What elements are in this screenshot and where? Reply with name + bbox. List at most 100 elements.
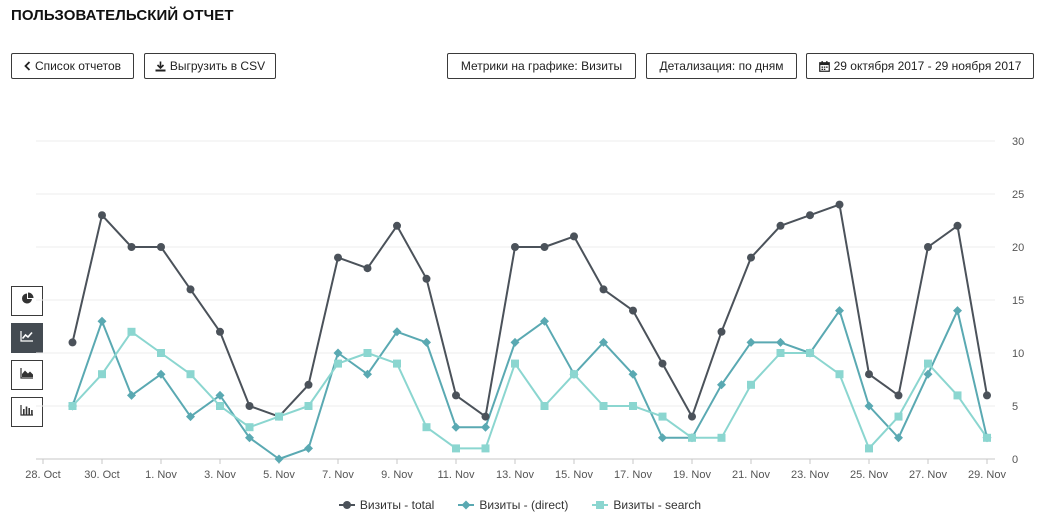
data-point bbox=[746, 337, 756, 347]
data-point bbox=[629, 306, 637, 315]
data-point bbox=[481, 412, 490, 421]
data-point bbox=[216, 402, 224, 410]
x-tick-label: 28. Oct bbox=[25, 469, 60, 481]
pie-chart-button[interactable] bbox=[11, 286, 43, 316]
data-point bbox=[953, 391, 962, 400]
data-point bbox=[540, 402, 549, 410]
series-line-3 bbox=[71, 330, 988, 450]
series-line-1 bbox=[71, 203, 988, 418]
data-point bbox=[393, 221, 401, 230]
data-point bbox=[304, 380, 313, 389]
data-point bbox=[599, 402, 608, 410]
x-tick-label: 27. Nov bbox=[909, 469, 947, 481]
data-point bbox=[481, 422, 490, 432]
data-point bbox=[776, 349, 785, 357]
data-point bbox=[363, 264, 372, 273]
data-point bbox=[510, 337, 520, 347]
x-tick-label: 25. Nov bbox=[850, 469, 888, 481]
data-point bbox=[924, 243, 932, 251]
data-point bbox=[894, 391, 903, 400]
calendar-icon bbox=[818, 60, 830, 72]
x-tick-label: 13. Nov bbox=[496, 469, 534, 481]
data-point bbox=[481, 444, 490, 453]
data-point bbox=[511, 359, 519, 368]
download-icon bbox=[155, 61, 166, 72]
x-tick-label: 15. Nov bbox=[555, 469, 593, 481]
data-point bbox=[186, 285, 195, 294]
area-chart-icon bbox=[20, 366, 34, 384]
data-point bbox=[245, 423, 254, 432]
data-point bbox=[333, 348, 343, 358]
data-point bbox=[186, 412, 195, 422]
data-point bbox=[157, 349, 165, 357]
data-point bbox=[216, 327, 224, 336]
export-csv-button[interactable]: Выгрузить в CSV bbox=[144, 53, 276, 79]
data-point bbox=[451, 422, 461, 432]
data-point bbox=[275, 412, 283, 421]
data-point bbox=[806, 211, 814, 220]
data-point bbox=[983, 391, 991, 400]
legend-swatch bbox=[592, 501, 609, 509]
chevron-left-icon bbox=[24, 61, 31, 71]
data-point bbox=[245, 402, 254, 410]
date-range-picker[interactable]: 29 октября 2017 - 29 ноября 2017 bbox=[806, 53, 1034, 79]
metrics-dropdown[interactable]: Метрики на графике: Визиты bbox=[447, 53, 636, 79]
data-point bbox=[924, 359, 932, 368]
legend-marker bbox=[461, 500, 471, 510]
data-point bbox=[658, 433, 667, 443]
data-point bbox=[68, 402, 77, 410]
bar-chart-icon bbox=[20, 403, 34, 421]
data-point bbox=[422, 337, 431, 347]
data-point bbox=[540, 316, 549, 326]
data-point bbox=[835, 370, 844, 379]
pie-chart-icon bbox=[21, 292, 34, 310]
back-to-reports-label: Список отчетов bbox=[34, 59, 122, 73]
bar-chart-button[interactable] bbox=[11, 397, 43, 427]
back-to-reports-button[interactable]: Список отчетов bbox=[11, 53, 134, 79]
x-tick-label: 3. Nov bbox=[204, 469, 236, 481]
detail-dropdown[interactable]: Детализация: по дням bbox=[646, 53, 797, 79]
data-point bbox=[599, 337, 608, 347]
legend-swatch bbox=[338, 501, 355, 509]
x-tick-label: 9. Nov bbox=[381, 469, 413, 481]
x-tick-label: 21. Nov bbox=[732, 469, 770, 481]
y-tick-label: 20 bbox=[1012, 242, 1024, 254]
x-tick-label: 19. Nov bbox=[673, 469, 711, 481]
legend-item[interactable]: Визиты - (direct) bbox=[458, 497, 568, 513]
y-tick-label: 30 bbox=[1012, 136, 1024, 148]
data-point bbox=[215, 390, 225, 400]
data-point bbox=[422, 274, 431, 283]
data-point bbox=[68, 338, 77, 347]
data-point bbox=[127, 243, 136, 251]
data-point bbox=[747, 253, 755, 262]
data-point bbox=[865, 370, 873, 379]
data-point bbox=[97, 316, 107, 326]
data-point bbox=[983, 433, 991, 442]
legend-item[interactable]: Визиты - total bbox=[338, 497, 434, 513]
date-range-label: 29 октября 2017 - 29 ноября 2017 bbox=[833, 59, 1022, 73]
data-point bbox=[835, 200, 844, 209]
series-line-2 bbox=[71, 309, 988, 460]
legend-item[interactable]: Визиты - search bbox=[592, 497, 701, 513]
y-tick-label: 25 bbox=[1012, 189, 1024, 201]
data-point bbox=[156, 369, 166, 379]
line-chart-button[interactable] bbox=[11, 323, 43, 353]
x-tick-label: 7. Nov bbox=[322, 469, 354, 481]
legend-label: Визиты - (direct) bbox=[479, 498, 569, 512]
data-point bbox=[127, 327, 136, 336]
data-point bbox=[747, 380, 755, 389]
legend-marker bbox=[596, 501, 605, 509]
data-point bbox=[776, 221, 785, 230]
data-point bbox=[688, 433, 696, 442]
data-point bbox=[806, 349, 814, 357]
data-point bbox=[363, 349, 372, 357]
data-point bbox=[688, 412, 696, 421]
data-point bbox=[953, 306, 962, 316]
x-tick-label: 17. Nov bbox=[614, 469, 652, 481]
data-point bbox=[953, 221, 962, 230]
line-chart-icon bbox=[20, 329, 34, 347]
data-point bbox=[452, 391, 460, 400]
area-chart-button[interactable] bbox=[11, 360, 43, 390]
data-point bbox=[835, 306, 844, 316]
data-point bbox=[570, 370, 578, 379]
